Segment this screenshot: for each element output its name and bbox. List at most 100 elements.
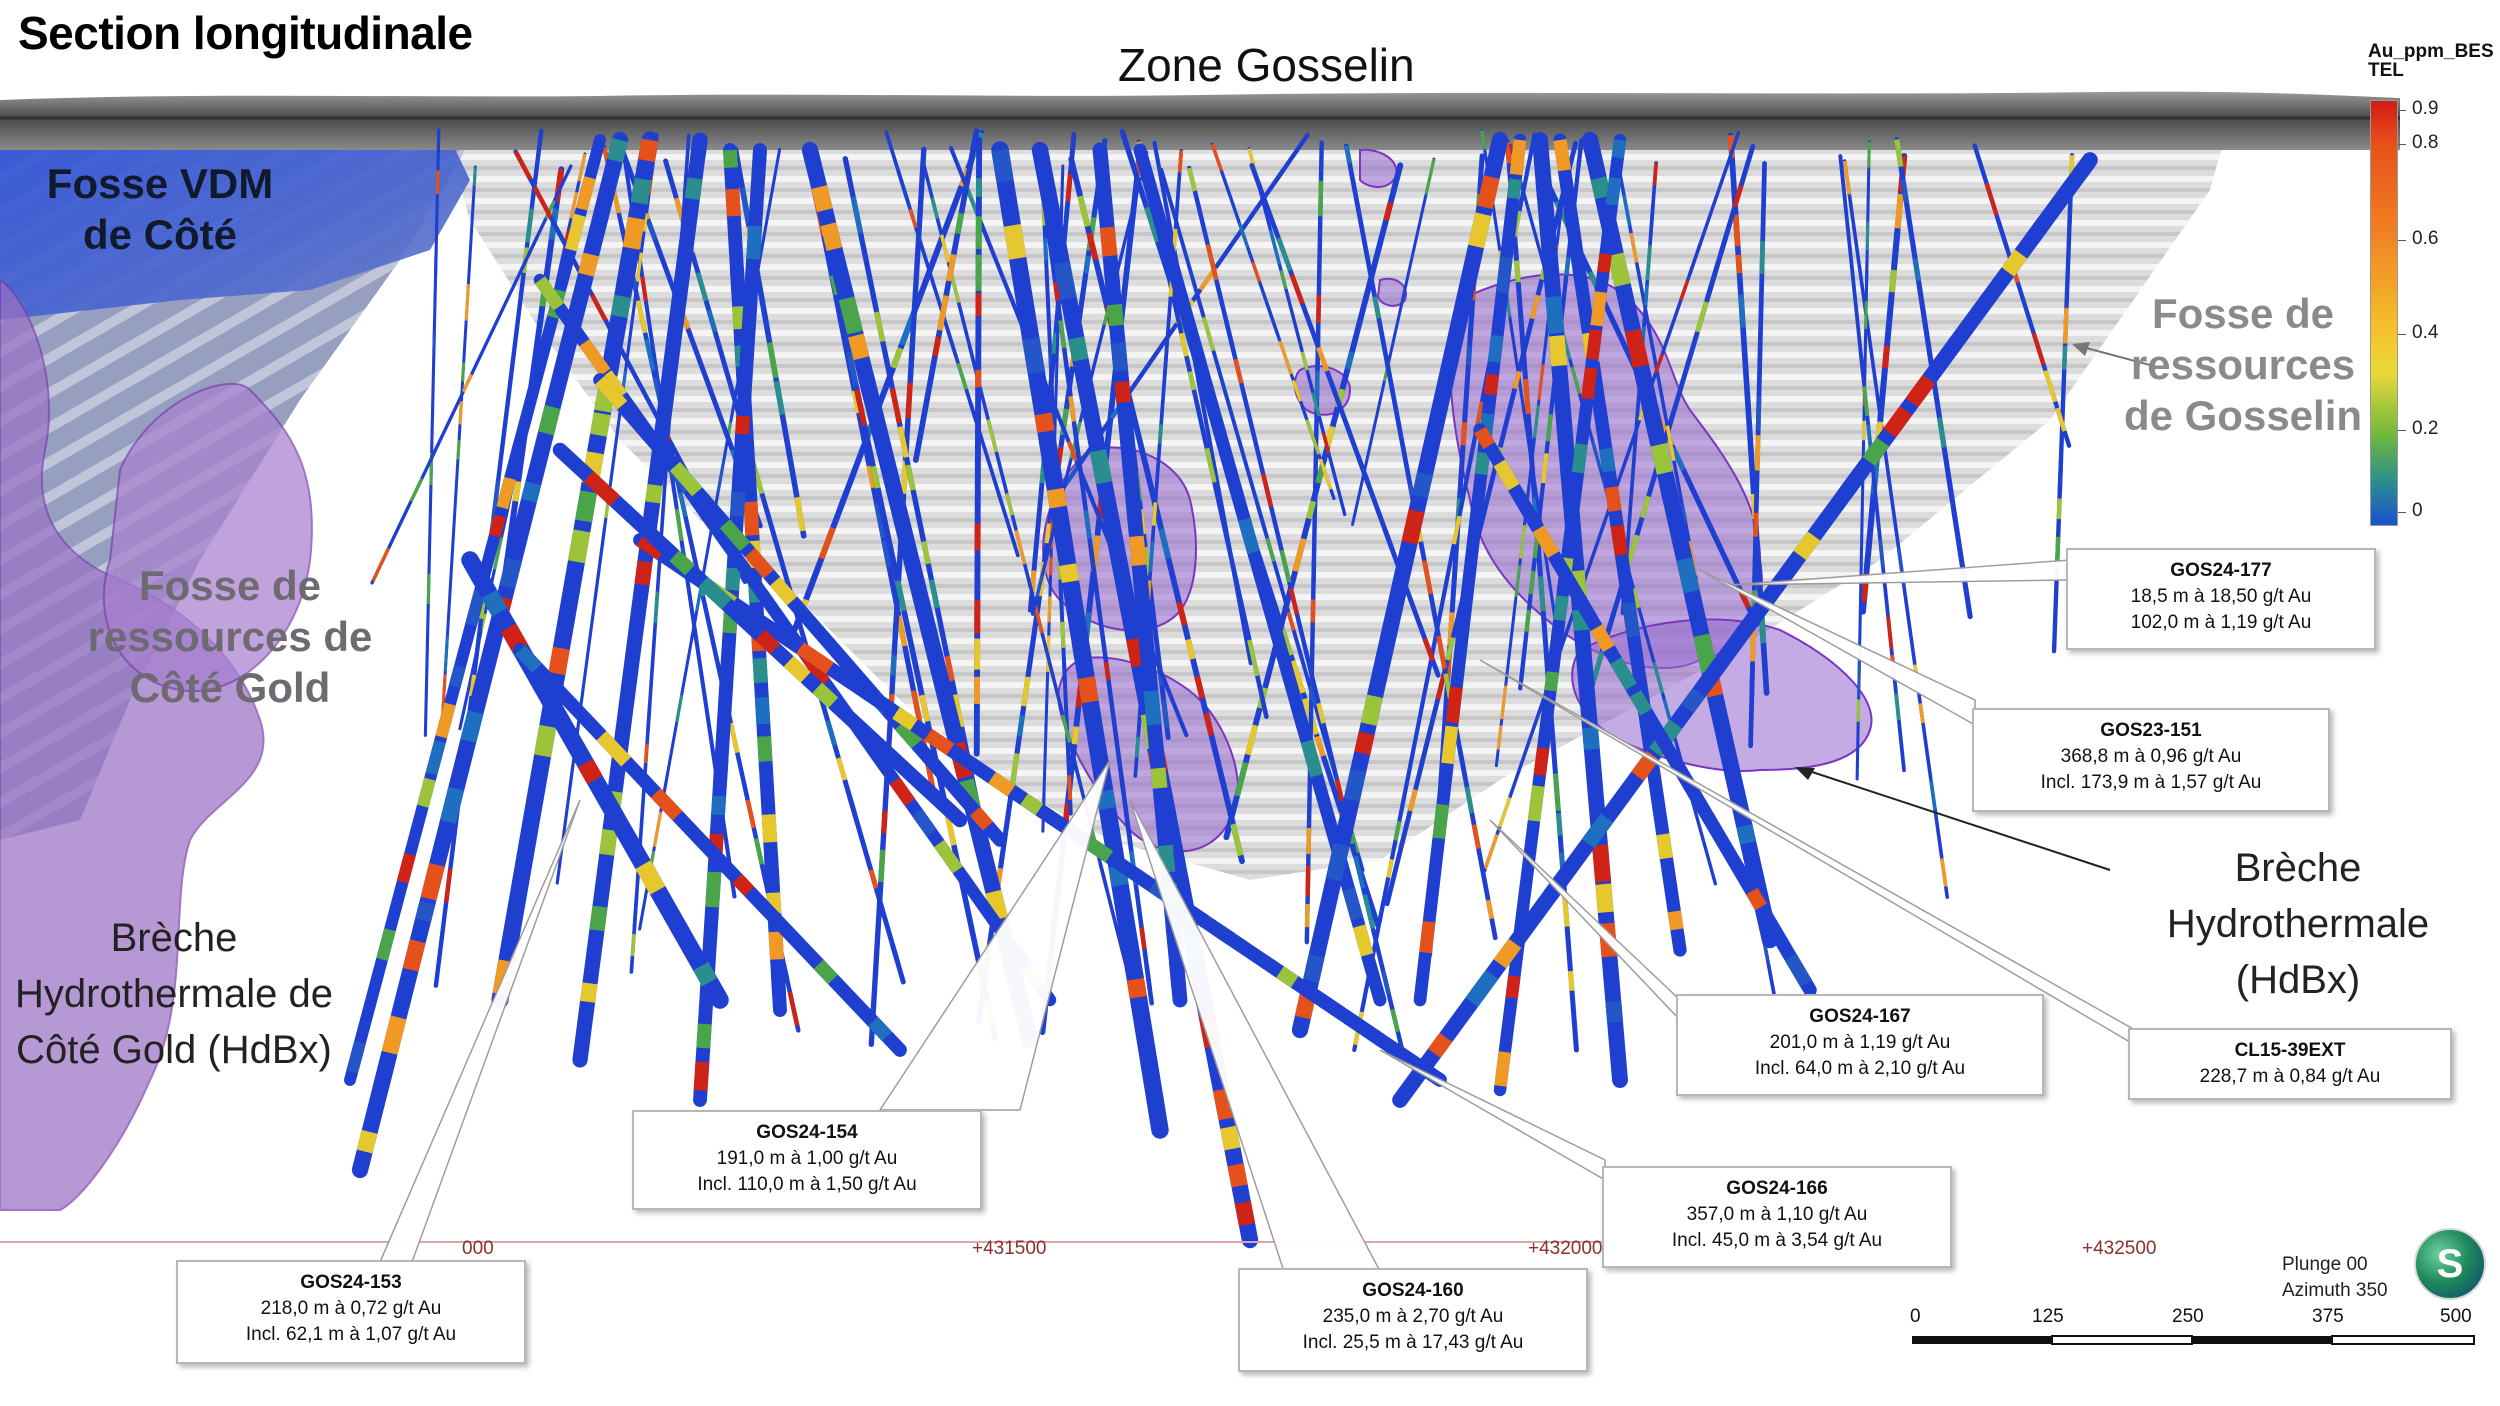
callout-line: Incl. 110,0 m à 1,50 g/t Au — [697, 1174, 917, 1196]
drill-hole — [973, 136, 983, 757]
scale-label: 375 — [2312, 1306, 2344, 1327]
legend-tick — [2398, 144, 2406, 145]
drill-hole — [572, 132, 708, 1068]
drill-hole — [991, 141, 1169, 1139]
legend-tick — [2398, 430, 2406, 431]
topography-surface — [0, 91, 2400, 150]
drill-hole — [912, 128, 980, 463]
drill-hole — [1473, 423, 1817, 997]
callout-leaders — [378, 559, 2136, 1291]
callout-gos24-177: GOS24-177 18,5 m à 18,50 g/t Au 102,0 m … — [2066, 548, 2376, 650]
scale-label: 125 — [2032, 1306, 2064, 1327]
cote-gold-hdbx-label: Brèche Hydrothermale de Côté Gold (HdBx) — [15, 916, 333, 1072]
breche-arrow — [1799, 767, 2111, 871]
callout-line: 102,0 m à 1,19 g/t Au — [2130, 612, 2312, 634]
callout-id: GOS23-151 — [2100, 720, 2202, 741]
scale-label: 500 — [2440, 1306, 2472, 1327]
coordinate-label: +432000 — [1528, 1238, 1603, 1259]
callout-cl15-39ext: CL15-39EXT 228,7 m à 0,84 g/t Au — [2128, 1028, 2452, 1100]
callout-gos23-151: GOS23-151 368,8 m à 0,96 g/t Au Incl. 17… — [1972, 708, 2330, 812]
drill-hole — [552, 442, 968, 828]
callout-gos24-160: GOS24-160 235,0 m à 2,70 g/t Au Incl. 25… — [1238, 1268, 1588, 1372]
callout-id: GOS24-160 — [1362, 1280, 1464, 1301]
callout-id: GOS24-154 — [756, 1122, 858, 1143]
drill-hole — [441, 165, 477, 716]
gosselin-pit-arrow-head — [2072, 342, 2090, 356]
zone-title: Zone Gosselin — [1118, 39, 1415, 91]
callout-id: CL15-39EXT — [2234, 1040, 2346, 1061]
cote-gold-pit-label: Fosse de ressources de Côté Gold — [87, 562, 373, 712]
drill-hole — [423, 128, 441, 737]
coordinate-label: +431500 — [972, 1238, 1047, 1259]
callout-id: GOS24-153 — [300, 1272, 402, 1293]
drill-hole — [1748, 160, 1767, 749]
drill-hole — [513, 643, 907, 1057]
coordinate-label: 000 — [462, 1238, 494, 1259]
callout-gos24-154: GOS24-154 191,0 m à 1,00 g/t Au Incl. 11… — [632, 1110, 982, 1210]
section-title: Section longitudinale — [18, 7, 473, 59]
drill-hole — [884, 130, 1020, 558]
compass-icon: S — [2414, 1228, 2486, 1300]
drill-hole — [633, 533, 1447, 1087]
drill-hole — [1392, 152, 2098, 1108]
callout-line: Incl. 62,1 m à 1,07 g/t Au — [245, 1324, 457, 1346]
scale-bar — [1912, 1335, 2475, 1345]
plunge-label: Plunge 00 — [2282, 1254, 2368, 1275]
gosselin-hdbx-label: Brèche Hydrothermale (HdBx) — [2166, 846, 2430, 1002]
callout-line: Incl. 64,0 m à 2,10 g/t Au — [1754, 1058, 1966, 1080]
callout-id: GOS24-167 — [1809, 1006, 1911, 1027]
legend-tick — [2398, 512, 2406, 513]
drill-hole — [868, 146, 927, 1048]
vdm-pit-label: Fosse VDM de Côté — [46, 160, 274, 259]
drill-holes — [344, 128, 2098, 1249]
callout-line: 191,0 m à 1,00 g/t Au — [716, 1148, 898, 1170]
drill-hole — [1413, 133, 1527, 1007]
gosselin-pit-label: Fosse de ressources de Gosselin — [2123, 290, 2363, 440]
drill-hole — [593, 373, 1007, 847]
legend-tick-label: 0.4 — [2412, 322, 2439, 343]
drill-hole — [351, 131, 629, 1179]
callout-gos24-167: GOS24-167 201,0 m à 1,19 g/t Au Incl. 64… — [1676, 994, 2044, 1096]
callout-gos24-166: GOS24-166 357,0 m à 1,10 g/t Au Incl. 45… — [1602, 1166, 1952, 1268]
legend-tick-label: 0.9 — [2412, 98, 2439, 119]
callout-line: 218,0 m à 0,72 g/t Au — [260, 1298, 442, 1320]
callout-line: 228,7 m à 0,84 g/t Au — [2199, 1066, 2381, 1088]
legend-tick-label: 0.8 — [2412, 132, 2439, 153]
coordinate-label: +432500 — [2082, 1238, 2157, 1259]
breche-arrow-head — [1795, 767, 1815, 780]
callout-line: Incl. 45,0 m à 3,54 g/t Au — [1671, 1230, 1883, 1252]
callout-line: Incl. 173,9 m à 1,57 g/t Au — [2040, 772, 2262, 794]
drill-hole — [1210, 142, 1336, 501]
view-orientation: Plunge 00 Azimuth 350 — [2282, 1252, 2388, 1304]
callout-id: GOS24-166 — [1726, 1178, 1828, 1199]
callout-id: GOS24-177 — [2170, 560, 2272, 581]
drill-hole — [370, 164, 573, 585]
callout-line: 201,0 m à 1,19 g/t Au — [1769, 1032, 1951, 1054]
legend-tick — [2398, 334, 2406, 335]
scale-label: 0 — [1910, 1306, 1921, 1327]
legend-tick-label: 0.6 — [2412, 228, 2439, 249]
legend-tick-label: 0 — [2412, 500, 2423, 521]
drill-hole — [693, 143, 767, 1107]
callout-gos24-153: GOS24-153 218,0 m à 0,72 g/t Au Incl. 62… — [176, 1260, 526, 1364]
cote-gold-hdbx-lobe — [102, 382, 313, 693]
cote-gold-hdbx-body — [0, 278, 265, 1211]
callout-line: 18,5 m à 18,50 g/t Au — [2130, 586, 2312, 608]
legend-title: Au_ppm_BESTEL — [2368, 41, 2494, 81]
callout-line: 357,0 m à 1,10 g/t Au — [1686, 1204, 1868, 1226]
scale-label: 250 — [2172, 1306, 2204, 1327]
azimuth-label: Azimuth 350 — [2282, 1280, 2388, 1302]
legend-tick — [2398, 240, 2406, 241]
legend-tick — [2398, 110, 2406, 111]
drill-hole — [1092, 142, 1188, 1008]
legend-color-bar — [2370, 100, 2398, 526]
drill-hole — [1291, 131, 1509, 1039]
callout-line: 368,8 m à 0,96 g/t Au — [2060, 746, 2242, 768]
callout-line: 235,0 m à 2,70 g/t Au — [1322, 1306, 1504, 1328]
legend-tick-label: 0.2 — [2412, 418, 2439, 439]
drill-hole — [1037, 166, 1154, 1006]
vdm-pit — [0, 118, 470, 320]
callout-line: Incl. 25,5 m à 17,43 g/t Au — [1302, 1332, 1524, 1354]
drill-hole — [1247, 146, 1347, 517]
